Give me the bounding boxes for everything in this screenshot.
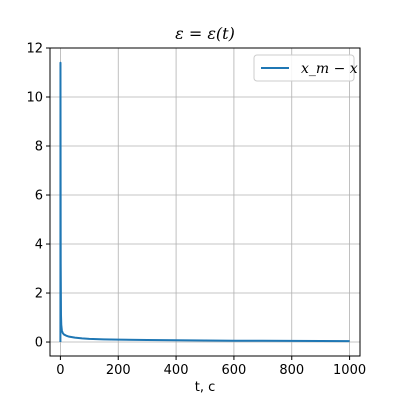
y-tick-label: 12 xyxy=(26,42,43,57)
x-tick-label: 0 xyxy=(56,363,64,378)
x-tick-label: 600 xyxy=(222,363,247,378)
plot-frame xyxy=(49,47,361,357)
x-tick-label: 800 xyxy=(279,363,304,378)
y-axis-ticks: 0 2 4 6 8 10 12 xyxy=(26,42,50,351)
series-line xyxy=(59,61,350,343)
x-tick-label: 400 xyxy=(164,363,189,378)
legend-entry-label: x_m − x xyxy=(301,61,358,77)
grid xyxy=(50,47,360,356)
y-tick-label: 10 xyxy=(26,91,43,106)
y-tick-label: 4 xyxy=(35,238,43,253)
x-tick-label: 200 xyxy=(106,363,131,378)
y-tick-label: 6 xyxy=(35,189,43,204)
x-axis-ticks: 0 200 400 600 800 1000 xyxy=(56,356,366,378)
x-axis-label: t, c xyxy=(195,380,216,395)
x-tick-label: 1000 xyxy=(333,363,366,378)
y-tick-label: 2 xyxy=(35,287,43,302)
legend-box xyxy=(253,54,355,82)
y-tick-label: 8 xyxy=(35,140,43,155)
chart-title: ε = ε(t) xyxy=(175,24,235,43)
series-layer xyxy=(59,61,350,343)
legend: x_m − x xyxy=(253,54,358,82)
y-tick-label: 0 xyxy=(35,336,43,351)
